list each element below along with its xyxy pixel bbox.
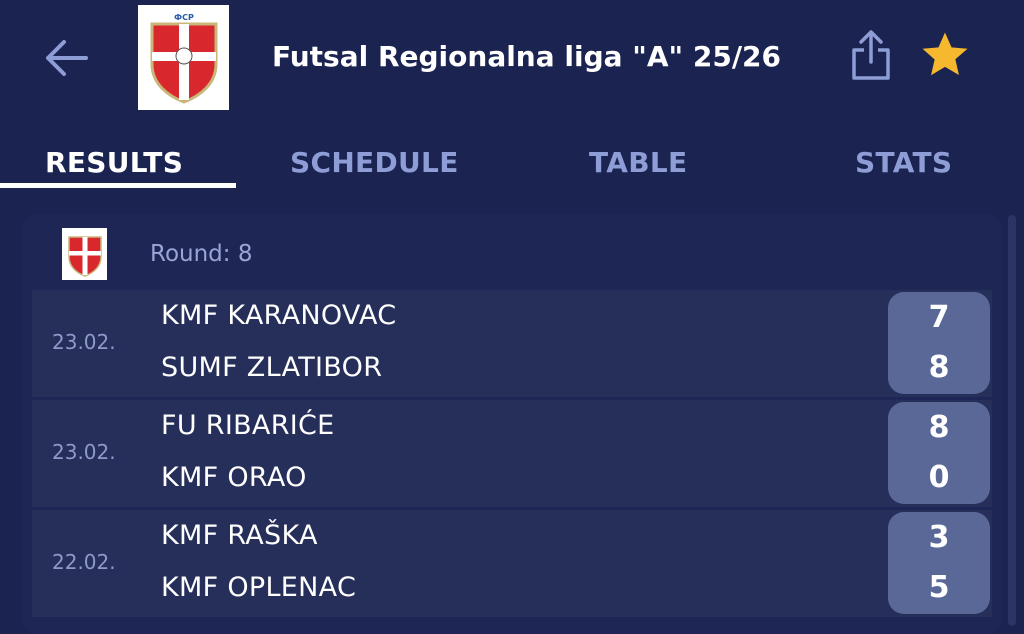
away-score: 8: [928, 350, 950, 385]
match-date: 22.02.: [52, 550, 116, 574]
tab-stats[interactable]: STATS: [855, 146, 953, 179]
home-team: FU RIBARIĆE: [161, 410, 335, 441]
away-team: KMF ORAO: [161, 462, 307, 493]
match-date: 23.02.: [52, 440, 116, 464]
away-team: KMF OPLENAC: [161, 572, 357, 603]
home-score: 3: [928, 520, 950, 555]
round-league-logo: [62, 228, 107, 280]
home-team: KMF RAŠKA: [161, 520, 318, 551]
league-logo: ФСР: [138, 5, 229, 110]
away-score: 5: [928, 570, 950, 605]
match-date: 23.02.: [52, 330, 116, 354]
away-team: SUMF ZLATIBOR: [161, 352, 383, 383]
home-score: 7: [928, 300, 950, 335]
svg-text:ФСР: ФСР: [174, 13, 194, 22]
home-team: KMF KARANOVAC: [161, 300, 397, 331]
tab-schedule[interactable]: SCHEDULE: [290, 146, 459, 179]
active-tab-indicator: [0, 183, 236, 188]
scrollbar[interactable]: [1008, 215, 1016, 626]
round-label: Round: 8: [150, 241, 253, 267]
favorite-star-icon[interactable]: [918, 28, 972, 82]
page-title: Futsal Regionalna liga "A" 25/26: [272, 40, 782, 73]
share-icon[interactable]: [850, 28, 892, 82]
tab-table[interactable]: TABLE: [589, 146, 688, 179]
home-score: 8: [928, 410, 950, 445]
tab-results[interactable]: RESULTS: [45, 146, 184, 179]
away-score: 0: [928, 460, 950, 495]
back-arrow-icon[interactable]: [42, 36, 90, 80]
